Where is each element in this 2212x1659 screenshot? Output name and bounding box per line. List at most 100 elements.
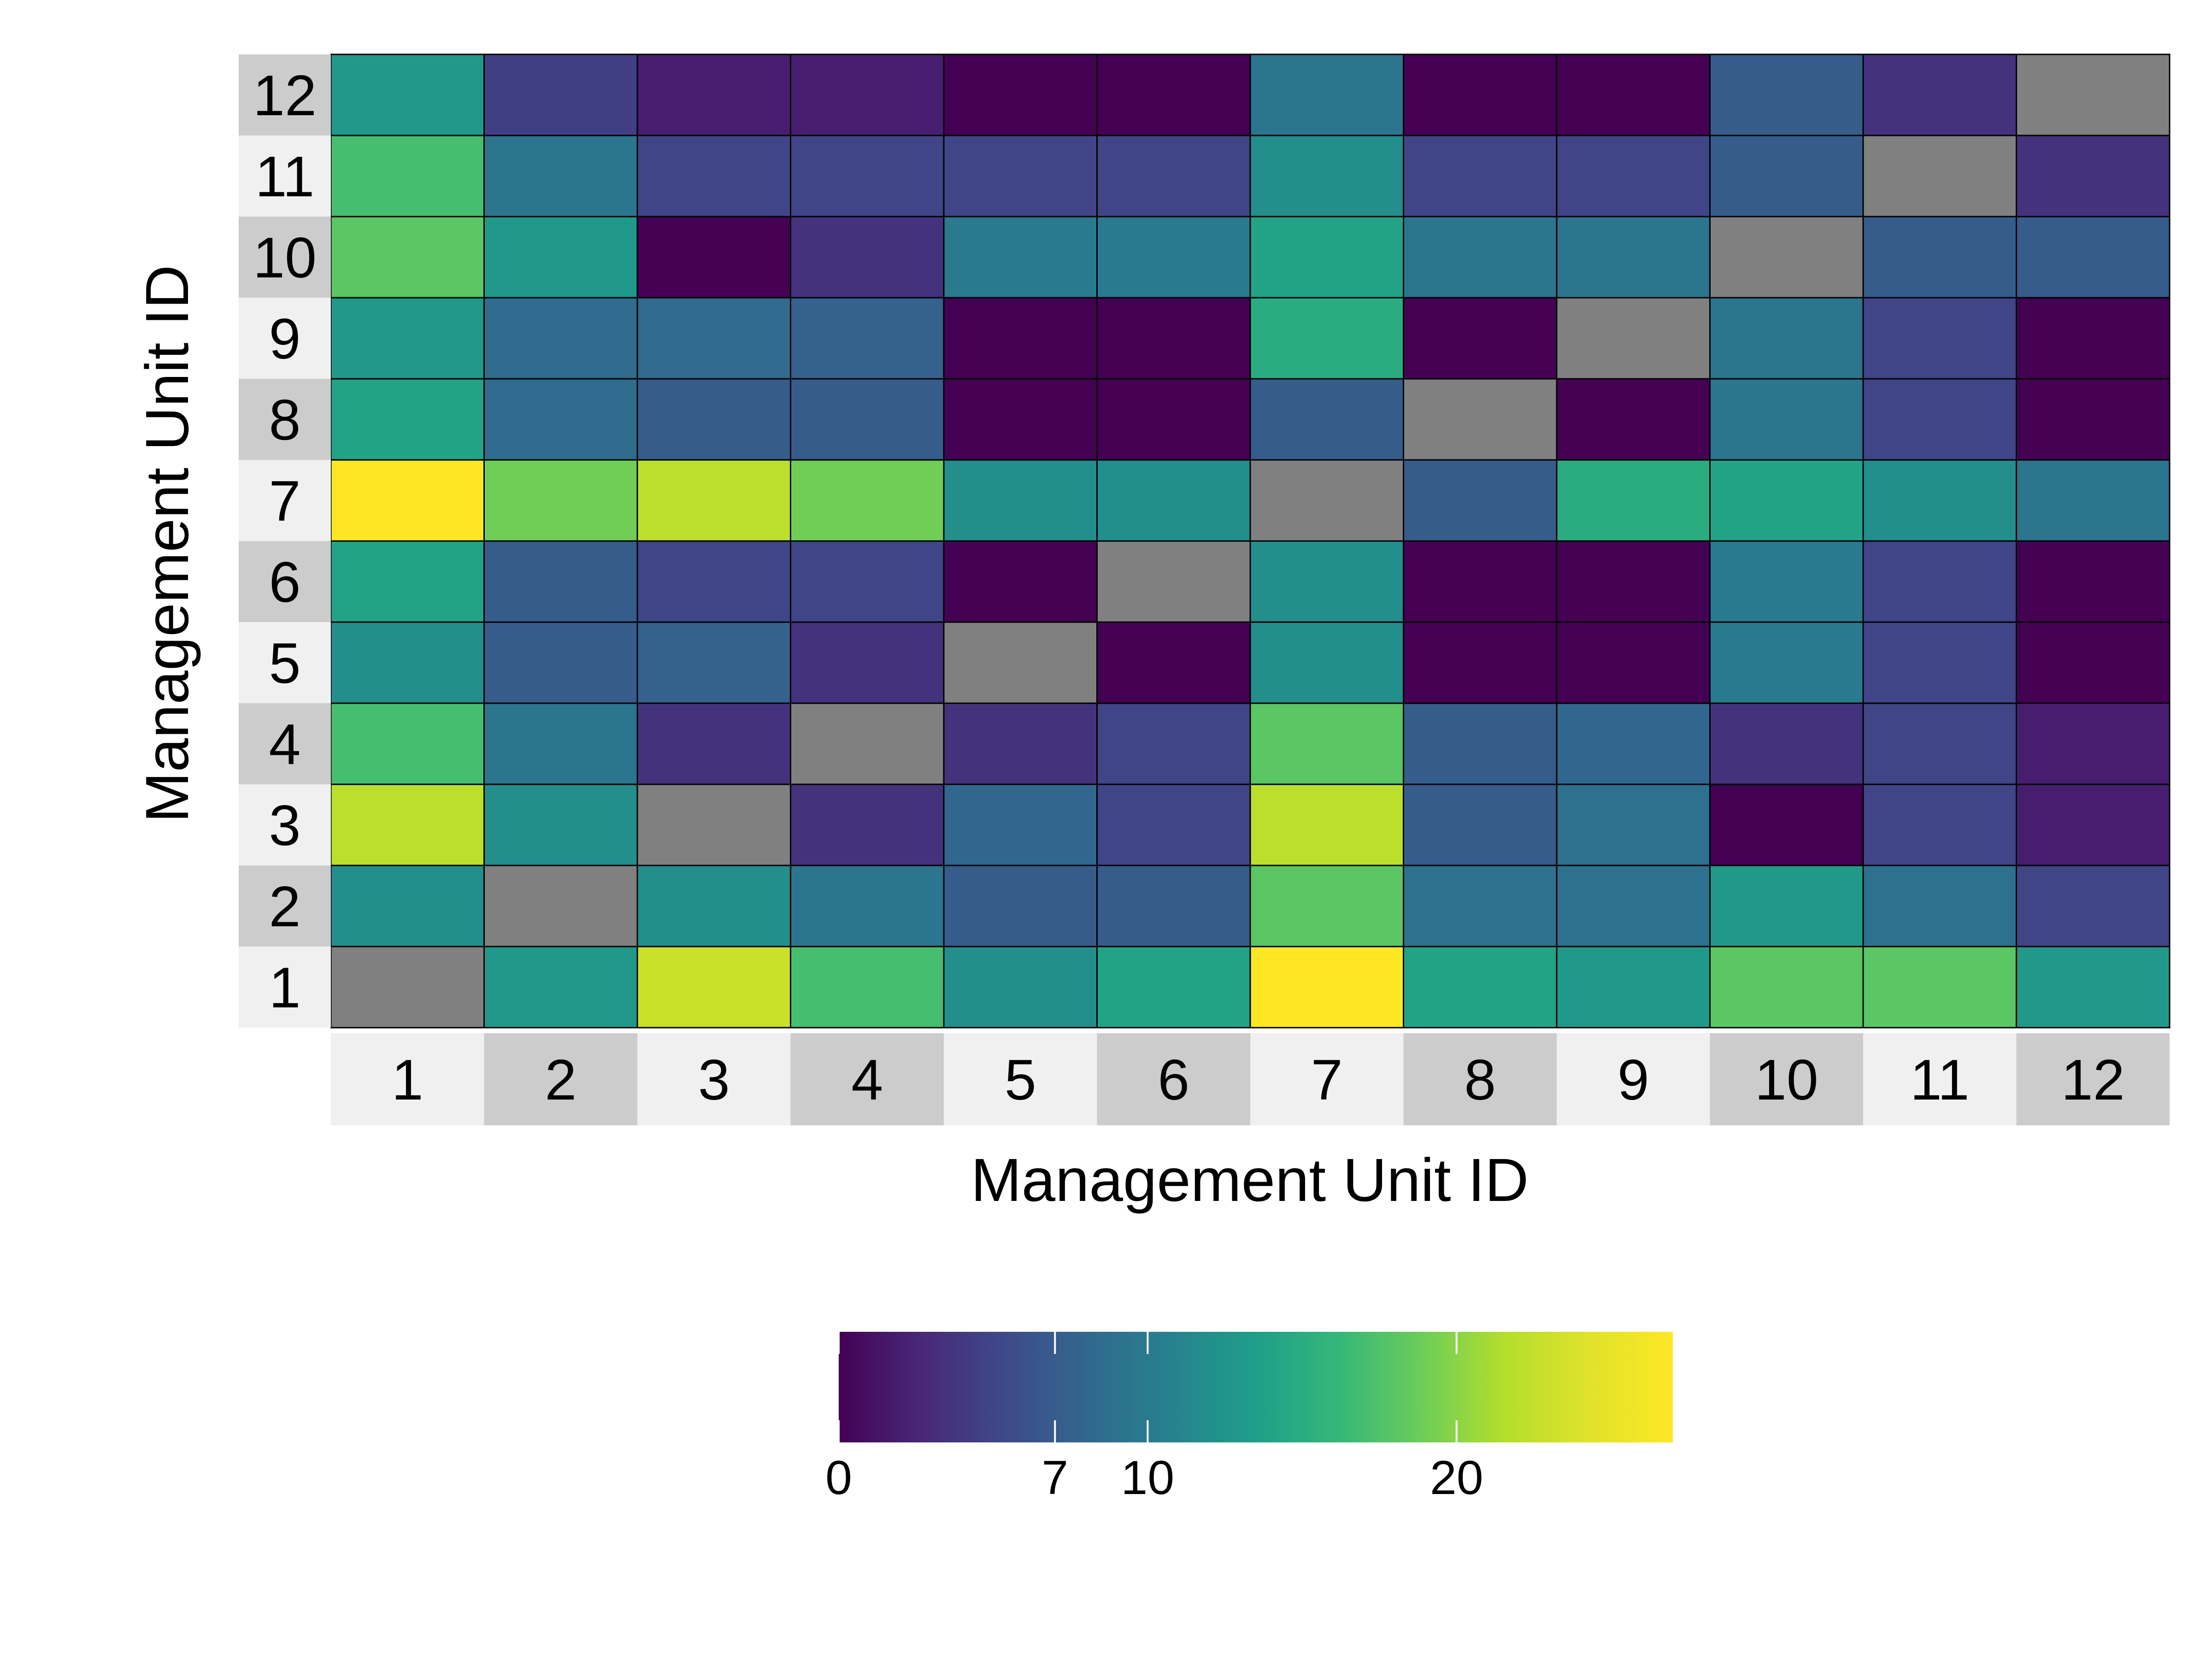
- heatmap-cell: [1862, 135, 2017, 218]
- x-tick-strip: [1863, 1033, 2017, 1125]
- colorbar-tick-label: 0: [825, 1451, 852, 1505]
- y-tick-strip: [239, 947, 331, 1028]
- heatmap-cell: [790, 459, 945, 542]
- heatmap-cell: [1862, 540, 2017, 623]
- x-tick-label: 1: [392, 1048, 424, 1112]
- heatmap-cell: [2016, 53, 2171, 136]
- y-axis-title: Management Unit ID: [133, 265, 201, 823]
- heatmap-cell: [1249, 702, 1404, 785]
- colorbar-tick-label: 10: [1121, 1451, 1175, 1505]
- heatmap-cell: [1556, 783, 1711, 866]
- heatmap-cell: [1709, 459, 1864, 542]
- heatmap-cell: [943, 865, 1098, 947]
- heatmap-cell: [636, 865, 791, 947]
- x-tick-label: 12: [2061, 1048, 2125, 1112]
- heatmap-cell: [1709, 783, 1864, 866]
- heatmap-cell: [330, 865, 485, 947]
- heatmap-cell: [483, 216, 638, 299]
- heatmap-cell: [1709, 297, 1864, 380]
- heatmap-cell: [1096, 53, 1251, 136]
- y-tick-label: 3: [269, 794, 301, 858]
- heatmap-cell: [2016, 378, 2171, 461]
- heatmap-cell: [790, 946, 945, 1029]
- x-tick-label: 9: [1618, 1048, 1649, 1112]
- heatmap-cell: [483, 946, 638, 1029]
- heatmap-cell: [1096, 135, 1251, 218]
- heatmap-cell: [1249, 135, 1404, 218]
- x-tick-label: 7: [1311, 1048, 1343, 1112]
- heatmap-cell: [1709, 53, 1864, 136]
- heatmap-cell: [636, 946, 791, 1029]
- heatmap-cell: [1862, 865, 2017, 947]
- y-tick-strip: [239, 784, 331, 865]
- heatmap-cell: [943, 135, 1098, 218]
- heatmap-cell: [483, 540, 638, 623]
- y-tick-label: 9: [269, 307, 301, 371]
- heatmap-cells: [330, 53, 2171, 1029]
- y-tick-label: 7: [269, 470, 301, 533]
- heatmap-cell: [1403, 297, 1558, 380]
- x-axis-tick-strips: 1 2 3 4 5 6 7 8 9 10 11 12: [331, 1033, 2170, 1125]
- heatmap-cell: [636, 378, 791, 461]
- heatmap-cell: [1403, 865, 1558, 947]
- heatmap-cell: [1556, 621, 1711, 704]
- heatmap-cell: [330, 621, 485, 704]
- heatmap-cell: [943, 783, 1098, 866]
- y-tick-label: 4: [269, 713, 301, 777]
- y-tick-strip: [239, 622, 331, 703]
- y-tick-strip: [239, 379, 331, 460]
- heatmap-cell: [1556, 865, 1711, 947]
- x-tick-label: 10: [1755, 1048, 1818, 1112]
- heatmap-cell: [636, 216, 791, 299]
- colorbar-tick-label: 7: [1041, 1451, 1068, 1505]
- heatmap-cell: [1862, 621, 2017, 704]
- heatmap-cell: [1862, 459, 2017, 542]
- heatmap-cell: [330, 53, 485, 136]
- heatmap-cell: [1556, 135, 1711, 218]
- heatmap-cell: [790, 378, 945, 461]
- heatmap-cell: [1403, 540, 1558, 623]
- x-tick-label: 5: [1005, 1048, 1036, 1112]
- heatmap-cell: [1709, 216, 1864, 299]
- heatmap-cell: [943, 621, 1098, 704]
- heatmap-cell: [483, 865, 638, 947]
- heatmap-cell: [790, 621, 945, 704]
- heatmap-cell: [1249, 946, 1404, 1029]
- heatmap-cell: [1709, 540, 1864, 623]
- heatmap-cell: [1862, 378, 2017, 461]
- heatmap-cell: [1096, 378, 1251, 461]
- x-tick-strip: [790, 1033, 944, 1125]
- heatmap-cell: [2016, 216, 2171, 299]
- heatmap-cell: [1249, 865, 1404, 947]
- heatmap-cell: [2016, 135, 2171, 218]
- heatmap-cell: [636, 540, 791, 623]
- heatmap-cell: [1556, 946, 1711, 1029]
- x-tick-label: 4: [851, 1048, 883, 1112]
- y-tick-label: 10: [253, 226, 317, 290]
- heatmap-cell: [1709, 135, 1864, 218]
- heatmap-cell: [2016, 297, 2171, 380]
- heatmap-cell: [1249, 53, 1404, 136]
- heatmap-cell: [790, 540, 945, 623]
- x-tick-label: 6: [1158, 1048, 1189, 1112]
- y-axis-tick-strips: 12 11 10 9 8 7 6 5 4 3 2 1: [239, 54, 331, 1028]
- colorbar: [839, 1332, 1673, 1442]
- heatmap-cell: [2016, 783, 2171, 866]
- heatmap-cell: [1403, 378, 1558, 461]
- heatmap-cell: [1096, 621, 1251, 704]
- heatmap-cell: [1249, 783, 1404, 866]
- heatmap-cell: [1709, 865, 1864, 947]
- x-tick-strip: [1557, 1033, 1710, 1125]
- heatmap-cell: [1862, 702, 2017, 785]
- heatmap-cell: [1403, 621, 1558, 704]
- x-tick-strip: [1250, 1033, 1404, 1125]
- heatmap-cell: [1556, 540, 1711, 623]
- y-tick-label: 2: [269, 875, 301, 939]
- heatmap-cell: [636, 135, 791, 218]
- heatmap-cell: [1556, 297, 1711, 380]
- y-tick-strip: [239, 135, 331, 217]
- heatmap-cell: [1249, 378, 1404, 461]
- heatmap-cell: [790, 702, 945, 785]
- heatmap-cell: [483, 53, 638, 136]
